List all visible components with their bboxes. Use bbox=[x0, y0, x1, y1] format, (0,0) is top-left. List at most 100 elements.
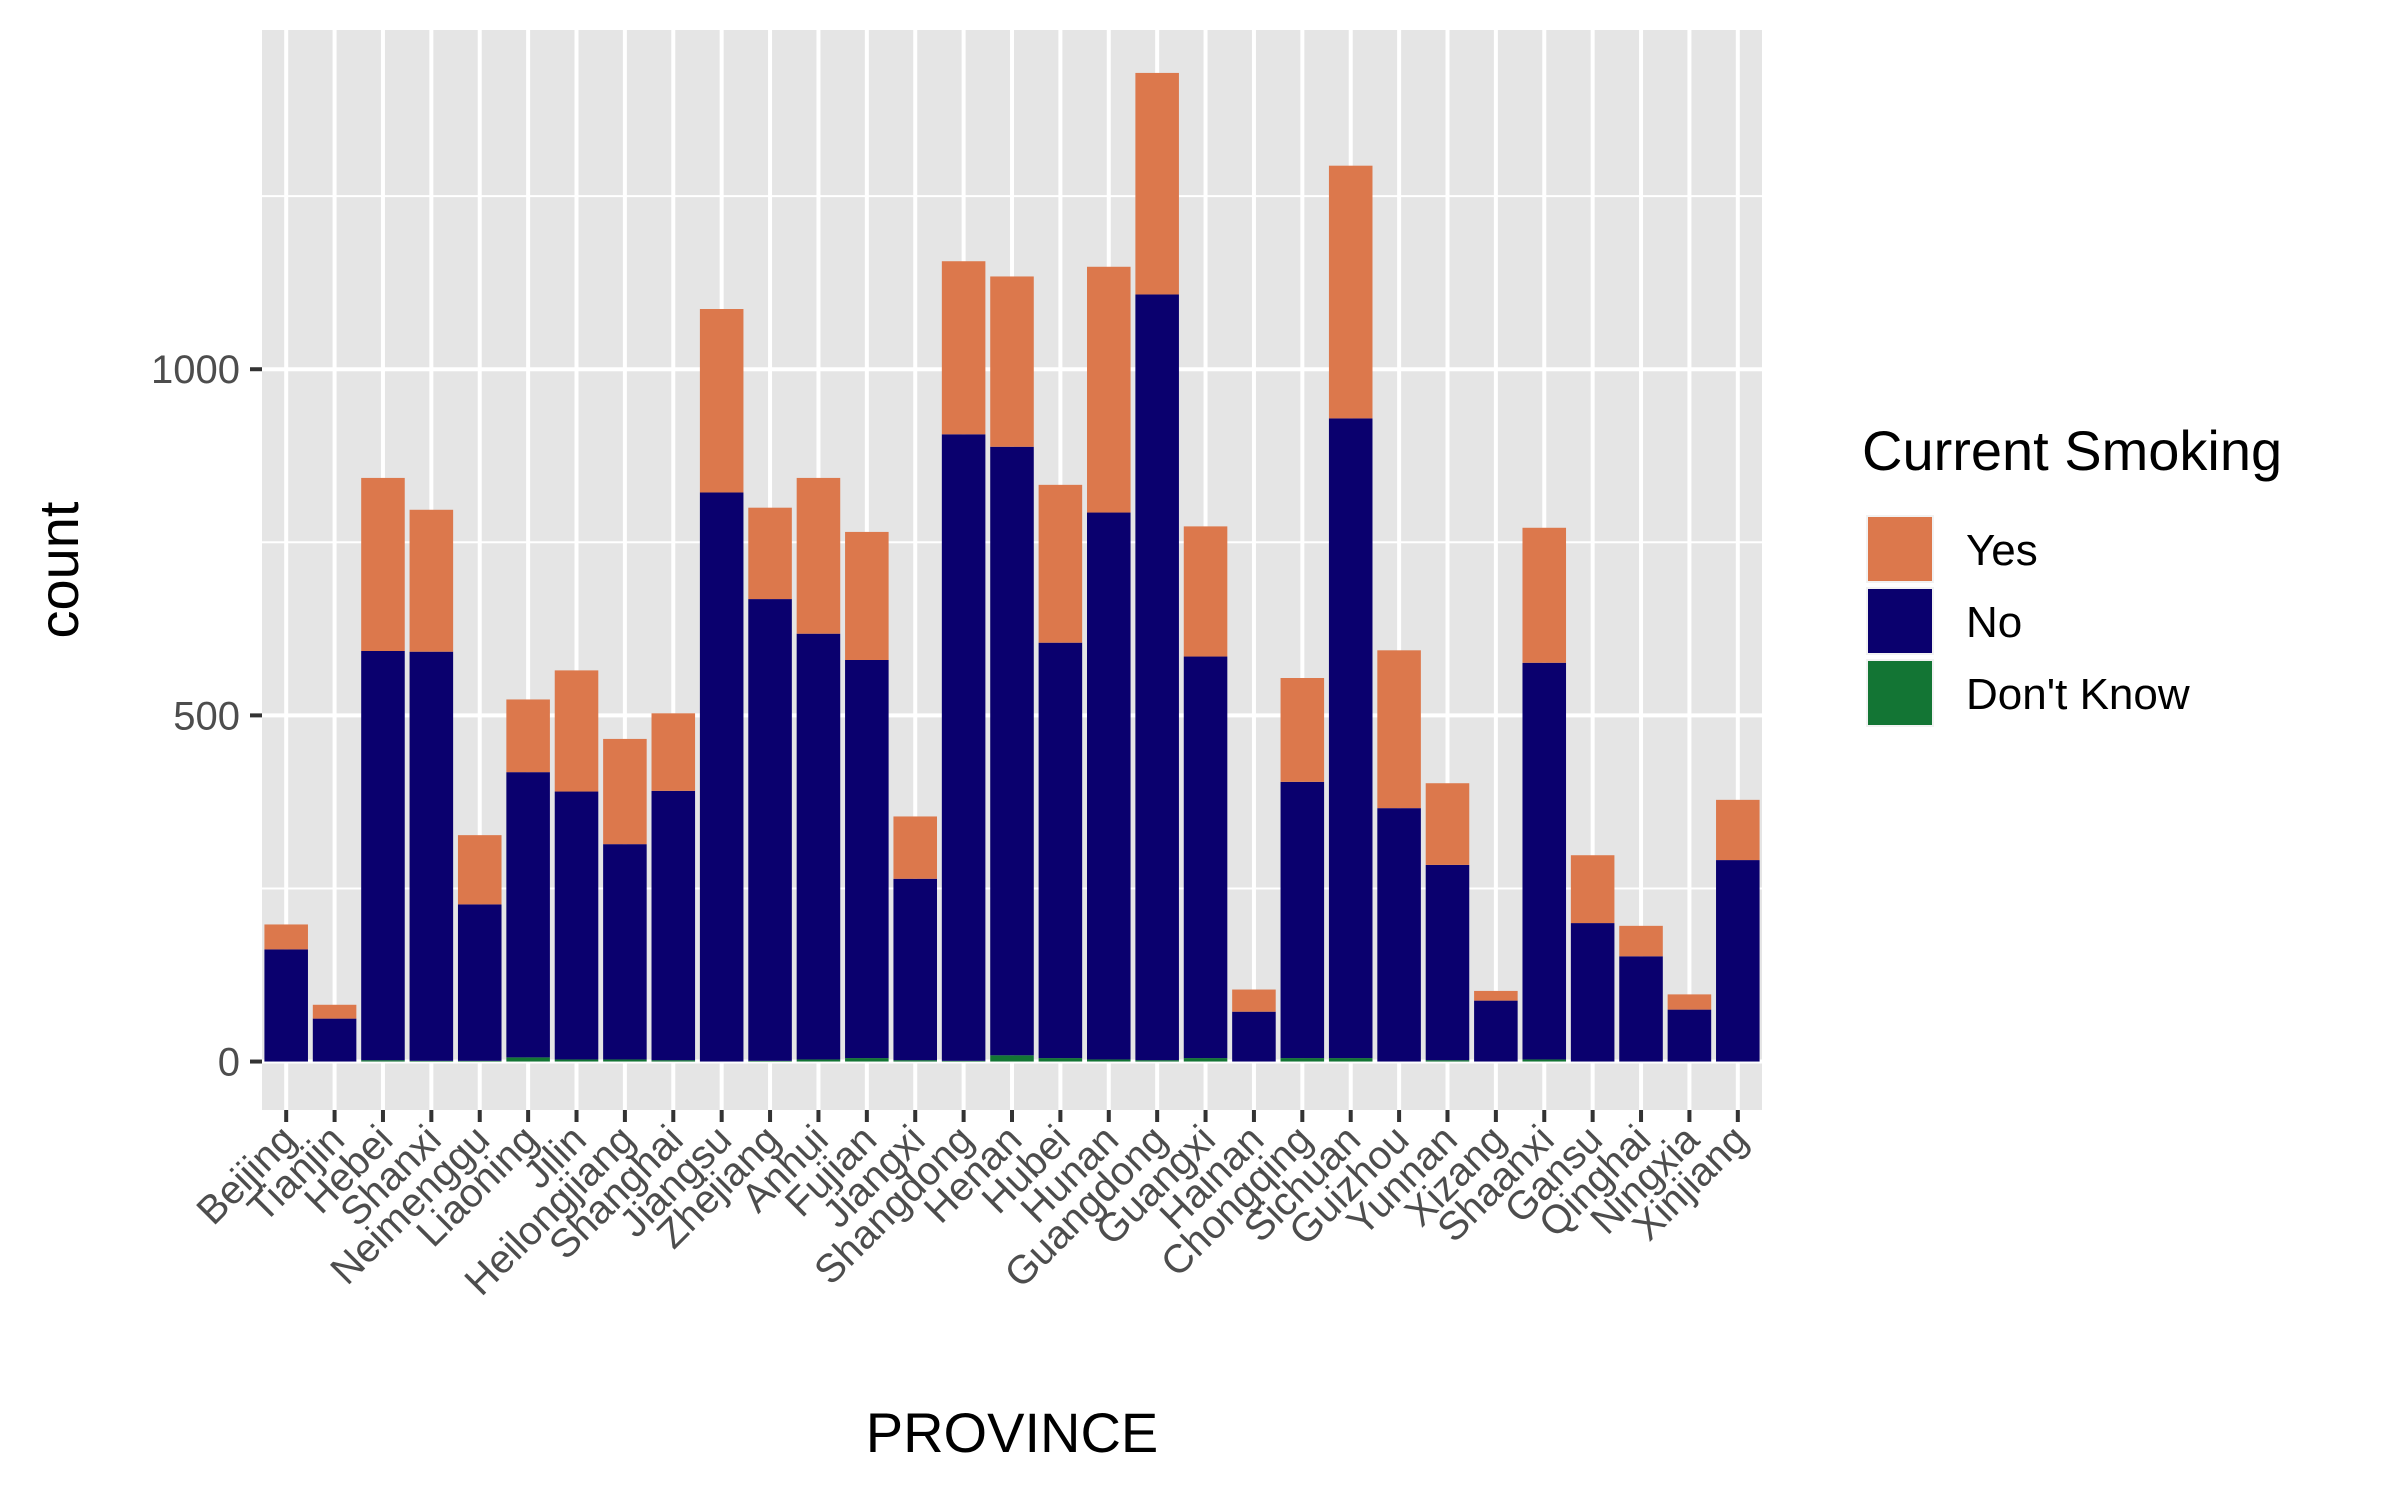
bar-hebei-no bbox=[361, 651, 405, 1061]
bar-guangdong-yes bbox=[1135, 72, 1179, 295]
bar-yunnan-yes bbox=[1425, 783, 1470, 865]
bar-tianjin-yes bbox=[312, 1004, 357, 1019]
y-axis: 0 500 1000 bbox=[151, 348, 262, 1085]
bar-neimenggu-don-t-know bbox=[457, 1060, 502, 1062]
bar-sichuan-don-t-know bbox=[1328, 1058, 1373, 1062]
bar-zhejiang-yes bbox=[748, 507, 792, 600]
legend-swatch-don-t-know bbox=[1868, 661, 1932, 725]
bar-xinjiang-yes bbox=[1716, 799, 1760, 861]
bar-jiangxi-don-t-know bbox=[893, 1060, 937, 1062]
bar-henan-don-t-know bbox=[990, 1055, 1034, 1062]
bar-fujian-don-t-know bbox=[845, 1058, 889, 1062]
bar-hunan-no bbox=[1087, 512, 1131, 1060]
bar-shaanxi-no bbox=[1522, 662, 1567, 1060]
bar-chongqing-yes bbox=[1280, 678, 1325, 782]
bar-henan-no bbox=[990, 446, 1034, 1056]
legend-swatch-yes bbox=[1868, 517, 1932, 581]
bar-hainan-yes bbox=[1232, 989, 1276, 1012]
bar-jilin-don-t-know bbox=[554, 1059, 599, 1062]
bar-beijing-yes bbox=[264, 924, 308, 950]
bar-guizhou-yes bbox=[1377, 650, 1421, 809]
bar-zhejiang-no bbox=[748, 599, 792, 1061]
bar-heilongjiang-don-t-know bbox=[603, 1059, 647, 1062]
bar-qinghai-no bbox=[1619, 956, 1663, 1062]
bar-liaoning-don-t-know bbox=[506, 1057, 550, 1062]
bar-hunan-yes bbox=[1087, 266, 1131, 513]
bar-liaoning-yes bbox=[506, 699, 550, 773]
bar-liaoning-no bbox=[506, 772, 550, 1058]
bar-hubei-yes bbox=[1038, 484, 1083, 643]
bar-chongqing-don-t-know bbox=[1280, 1058, 1325, 1062]
bar-shangdong-don-t-know bbox=[941, 1060, 986, 1062]
bar-jiangsu-no bbox=[699, 492, 744, 1062]
bar-guangdong-no bbox=[1135, 294, 1179, 1061]
x-axis-title: PROVINCE bbox=[866, 1401, 1159, 1464]
bar-qinghai-yes bbox=[1619, 925, 1663, 957]
bar-guangxi-no bbox=[1183, 656, 1228, 1059]
bar-beijing-no bbox=[264, 949, 308, 1062]
bar-hainan-no bbox=[1232, 1011, 1276, 1062]
bar-heilongjiang-yes bbox=[603, 738, 647, 845]
bar-shanghai-yes bbox=[651, 713, 696, 791]
bar-guangxi-yes bbox=[1183, 526, 1228, 657]
bar-ningxia-no bbox=[1667, 1009, 1712, 1062]
legend: Current Smoking Yes No Don't Know bbox=[1862, 419, 2282, 727]
bar-shanxi-yes bbox=[409, 509, 454, 652]
y-tick-label: 1000 bbox=[151, 348, 240, 392]
bar-fujian-no bbox=[845, 660, 889, 1059]
bar-jiangxi-no bbox=[893, 878, 937, 1061]
bar-gansu-yes bbox=[1570, 855, 1615, 924]
bar-shangdong-no bbox=[941, 434, 986, 1061]
bar-gansu-no bbox=[1570, 923, 1615, 1062]
legend-label-don-t-know: Don't Know bbox=[1966, 670, 2190, 719]
bar-xizang-yes bbox=[1474, 990, 1518, 1001]
bar-xinjiang-no bbox=[1716, 860, 1760, 1062]
bar-ningxia-yes bbox=[1667, 994, 1712, 1010]
bar-guangdong-don-t-know bbox=[1135, 1060, 1179, 1062]
bar-jilin-yes bbox=[554, 670, 599, 792]
bar-shangdong-yes bbox=[941, 261, 986, 435]
bar-neimenggu-no bbox=[457, 904, 502, 1061]
bar-neimenggu-yes bbox=[457, 835, 502, 905]
bar-jilin-no bbox=[554, 791, 599, 1060]
legend-label-yes: Yes bbox=[1966, 526, 2038, 575]
bar-guangxi-don-t-know bbox=[1183, 1058, 1228, 1062]
bar-fujian-yes bbox=[845, 531, 889, 660]
y-tick-label: 500 bbox=[173, 694, 240, 738]
bar-hubei-don-t-know bbox=[1038, 1058, 1083, 1062]
bar-shaanxi-yes bbox=[1522, 527, 1567, 663]
bar-zhejiang-don-t-know bbox=[748, 1060, 792, 1062]
legend-swatch-no bbox=[1868, 589, 1932, 653]
bar-tianjin-no bbox=[312, 1018, 357, 1062]
y-tick-label: 0 bbox=[218, 1041, 240, 1085]
x-axis: BeijingTianjinHebeiShanxiNeimengguLiaoni… bbox=[189, 1110, 1756, 1304]
legend-title: Current Smoking bbox=[1862, 419, 2282, 482]
bar-shanghai-no bbox=[651, 790, 696, 1061]
bar-jiangsu-yes bbox=[699, 309, 744, 493]
legend-label-no: No bbox=[1966, 598, 2022, 647]
bar-jiangxi-yes bbox=[893, 816, 937, 879]
bar-sichuan-no bbox=[1328, 418, 1373, 1059]
bar-shanxi-don-t-know bbox=[409, 1060, 454, 1062]
bar-henan-yes bbox=[990, 276, 1034, 447]
bar-yunnan-don-t-know bbox=[1425, 1060, 1470, 1062]
bar-hubei-no bbox=[1038, 642, 1083, 1059]
bars bbox=[264, 72, 1760, 1062]
bar-guizhou-no bbox=[1377, 808, 1421, 1062]
bar-anhui-yes bbox=[796, 477, 841, 634]
bar-shanghai-don-t-know bbox=[651, 1060, 696, 1062]
y-axis-title: count bbox=[27, 501, 90, 638]
bar-chongqing-no bbox=[1280, 781, 1325, 1059]
bar-shanxi-no bbox=[409, 651, 454, 1061]
bar-hunan-don-t-know bbox=[1087, 1059, 1131, 1062]
bar-shaanxi-don-t-know bbox=[1522, 1059, 1567, 1062]
bar-hebei-yes bbox=[361, 477, 405, 651]
bar-anhui-no bbox=[796, 633, 841, 1060]
bar-hebei-don-t-know bbox=[361, 1060, 405, 1062]
bar-sichuan-yes bbox=[1328, 165, 1373, 419]
bar-heilongjiang-no bbox=[603, 844, 647, 1060]
bar-xizang-no bbox=[1474, 1000, 1518, 1062]
bar-anhui-don-t-know bbox=[796, 1059, 841, 1062]
